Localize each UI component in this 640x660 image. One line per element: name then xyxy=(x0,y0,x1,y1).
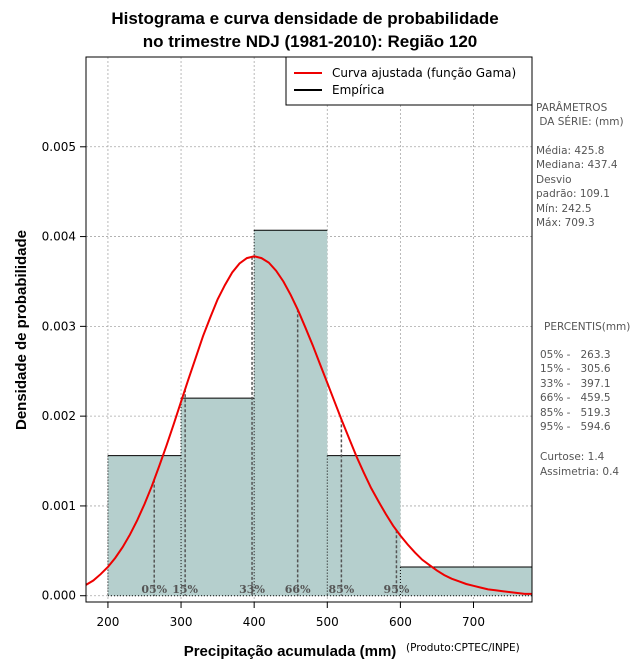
param-max: Máx: 709.3 xyxy=(536,217,595,229)
y-tick-label: 0.003 xyxy=(42,319,76,333)
series-parameters-panel: PARÂMETROS DA SÉRIE: (mm) Média: 425.8 M… xyxy=(536,101,624,229)
x-tick-label: 500 xyxy=(316,615,339,629)
x-tick-label: 300 xyxy=(170,615,193,629)
params-title-line-2: DA SÉRIE: (mm) xyxy=(536,115,624,128)
param-std-value: padrão: 109.1 xyxy=(536,188,610,200)
percentile-marker-label: 33% xyxy=(239,583,265,596)
histogram-bars xyxy=(107,229,532,597)
histogram-bar xyxy=(107,455,182,596)
product-credit: (Produto:CPTEC/INPE) xyxy=(406,642,520,654)
fitted-curve-layer xyxy=(85,255,532,595)
fitted-gamma-curve xyxy=(85,255,532,595)
histogram-bar xyxy=(181,398,255,596)
x-tick-label: 200 xyxy=(96,615,119,629)
y-axis-label: Densidade de probabilidade xyxy=(13,230,30,430)
legend: Curva ajustada (função Gama) Empírica xyxy=(285,56,533,106)
y-tick-label: 0.000 xyxy=(42,589,76,603)
x-tick-label: 600 xyxy=(389,615,412,629)
y-tick-label: 0.005 xyxy=(42,140,76,154)
percentile-marker-label: 15% xyxy=(172,583,198,596)
percentile-marker-label: 85% xyxy=(329,583,355,596)
percentil-05: 05% - 263.3 xyxy=(540,349,611,361)
kurtosis: Curtose: 1.4 xyxy=(540,451,605,463)
percentiles-panel: PERCENTIS(mm) 05% - 263.3 15% - 305.6 33… xyxy=(540,321,630,478)
x-tick-label: 700 xyxy=(462,615,485,629)
percentis-title: PERCENTIS(mm) xyxy=(544,321,630,333)
chart-title-line-1: Histograma e curva densidade de probabil… xyxy=(111,9,498,28)
x-axis-ticks: 200 300 400 500 600 700 xyxy=(96,602,485,629)
x-tick-label: 400 xyxy=(243,615,266,629)
param-min: Mín: 242.5 xyxy=(536,203,592,215)
percentil-85: 85% - 519.3 xyxy=(540,407,611,419)
histogram-bar xyxy=(400,566,532,596)
percentil-15: 15% - 305.6 xyxy=(540,363,611,375)
param-std-label: Desvio xyxy=(536,174,572,186)
param-mean: Média: 425.8 xyxy=(536,145,604,157)
percentil-95: 95% - 594.6 xyxy=(540,421,611,433)
skewness: Assimetria: 0.4 xyxy=(540,466,619,478)
percentile-marker-label: 95% xyxy=(384,583,410,596)
y-axis-ticks: 0.000 0.001 0.002 0.003 0.004 0.005 xyxy=(42,140,86,603)
percentile-marker-label: 05% xyxy=(141,583,167,596)
y-tick-label: 0.004 xyxy=(42,230,76,244)
chart-title-line-2: no trimestre NDJ (1981-2010): Região 120 xyxy=(143,32,477,51)
percentile-marker-label: 66% xyxy=(285,583,311,596)
histogram-bar xyxy=(327,455,401,596)
param-median: Mediana: 437.4 xyxy=(536,159,618,171)
params-title-line-1: PARÂMETROS xyxy=(536,101,608,114)
percentile-markers: 05% 15% 33% 66% 85% 95% xyxy=(141,256,410,596)
y-tick-label: 0.002 xyxy=(42,409,76,423)
legend-empirical-label: Empírica xyxy=(332,83,384,97)
legend-fitted-label: Curva ajustada (função Gama) xyxy=(332,66,516,80)
y-tick-label: 0.001 xyxy=(42,499,76,513)
percentil-66: 66% - 459.5 xyxy=(540,392,611,404)
x-axis-label: Precipitação acumulada (mm) xyxy=(184,643,397,660)
percentil-33: 33% - 397.1 xyxy=(540,378,611,390)
legend-box xyxy=(285,56,533,106)
histogram-bar xyxy=(254,230,328,596)
